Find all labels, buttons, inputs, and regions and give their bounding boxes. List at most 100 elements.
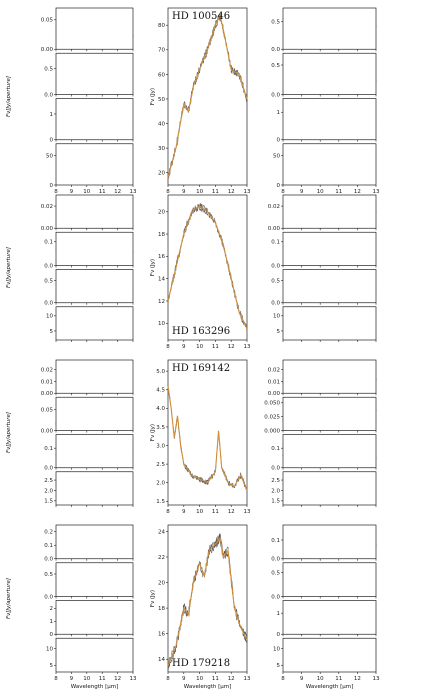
y-tick-label: 0.0 <box>271 301 280 307</box>
left-y-axis-label: Fν[Jy/aperture] <box>6 578 12 619</box>
center-panel-frame <box>167 7 248 186</box>
panel-frame <box>55 231 134 266</box>
x-tick-label: 9 <box>70 189 74 195</box>
x-tick-label: 13 <box>244 509 251 515</box>
y-tick-label: 18 <box>158 232 165 238</box>
x-tick-label: 9 <box>182 509 186 515</box>
y-tick-label: 3.0 <box>156 443 165 449</box>
x-tick-label: 8 <box>166 344 170 350</box>
panel-frame <box>55 359 134 394</box>
panel-frame <box>55 194 134 229</box>
y-tick-label: 0.02 <box>41 204 53 210</box>
y-tick-label: 10 <box>46 314 53 320</box>
y-tick-label: 0.050 <box>264 401 280 407</box>
x-axis-label: Wavelength [µm] <box>184 684 232 690</box>
y-tick-label: 0.00 <box>41 226 54 232</box>
panel-frame <box>282 471 377 506</box>
y-tick-label: 1 <box>277 611 281 617</box>
y-tick-label: 50 <box>273 153 280 159</box>
panel-frame <box>282 98 377 141</box>
y-tick-label: 5 <box>277 329 281 335</box>
y-tick-label: 0 <box>277 632 281 638</box>
y-tick-label: 0.0 <box>44 557 53 563</box>
y-tick-label: 0.00 <box>41 428 54 434</box>
y-tick-label: 24 <box>158 529 165 535</box>
y-tick-label: 0.01 <box>41 379 53 385</box>
panel-frame <box>55 524 134 560</box>
panel-frame <box>282 269 377 304</box>
y-tick-label: 4.0 <box>156 406 165 412</box>
panel-frame <box>282 562 377 597</box>
y-tick-label: 2.0 <box>271 488 280 494</box>
x-tick-label: 8 <box>166 676 170 682</box>
panel-frame <box>55 396 134 431</box>
x-tick-label: 11 <box>99 189 106 195</box>
y-tick-label: 2.0 <box>44 488 53 494</box>
y-tick-label: 0.0 <box>44 466 53 472</box>
y-tick-label: 0.025 <box>264 415 280 421</box>
x-tick-label: 8 <box>54 676 58 682</box>
x-tick-label: 10 <box>196 189 203 195</box>
panel-frame <box>282 231 377 266</box>
y-tick-label: 0.5 <box>271 63 280 69</box>
model-spectrum-line <box>167 205 248 330</box>
y-tick-label: 0.1 <box>271 240 280 246</box>
x-tick-label: 9 <box>182 189 186 195</box>
y-tick-label: 0 <box>277 138 281 144</box>
center-y-axis-label: Fν (Jy) <box>150 259 156 276</box>
x-tick-label: 8 <box>281 676 285 682</box>
y-tick-label: 22 <box>158 555 165 561</box>
model-spectrum-line <box>167 385 248 491</box>
y-tick-label: 2.5 <box>156 462 165 468</box>
x-tick-label: 10 <box>317 676 324 682</box>
y-tick-label: 2 <box>50 606 54 612</box>
panel-frame <box>282 194 377 229</box>
y-tick-label: 0.1 <box>44 543 53 549</box>
x-tick-label: 11 <box>99 676 106 682</box>
y-tick-label: 0.1 <box>271 446 280 452</box>
x-tick-label: 8 <box>281 189 285 195</box>
x-tick-label: 9 <box>300 676 304 682</box>
x-tick-label: 13 <box>244 344 251 350</box>
x-tick-label: 8 <box>166 509 170 515</box>
y-tick-label: 4.5 <box>156 388 165 394</box>
x-tick-label: 12 <box>228 344 235 350</box>
panel-frame <box>55 98 134 141</box>
y-tick-label: 0 <box>50 138 54 144</box>
y-tick-label: 2.5 <box>44 478 53 484</box>
panel-frame <box>282 7 377 50</box>
y-tick-label: 0 <box>277 183 281 189</box>
y-tick-label: 2.0 <box>156 481 165 487</box>
y-tick-label: 2.5 <box>271 478 280 484</box>
y-tick-label: 0.2 <box>44 530 53 536</box>
y-tick-label: 0.0 <box>44 594 53 600</box>
center-spectrum <box>167 384 248 492</box>
star-name-title: HD 179218 <box>172 658 230 669</box>
y-tick-label: 0.00 <box>41 47 54 53</box>
center-spectrum <box>167 203 248 331</box>
y-tick-label: 0 <box>50 632 54 638</box>
y-tick-label: 5 <box>50 329 54 335</box>
x-tick-label: 9 <box>70 676 74 682</box>
center-panel-frame <box>167 194 248 341</box>
x-tick-label: 12 <box>228 189 235 195</box>
y-tick-label: 0.00 <box>268 226 281 232</box>
panel-frame <box>55 52 134 95</box>
panel-frame <box>282 637 377 673</box>
x-tick-label: 11 <box>212 509 219 515</box>
y-tick-label: 0.0 <box>271 47 280 53</box>
y-tick-label: 14 <box>158 277 165 283</box>
y-tick-label: 0.05 <box>41 408 54 414</box>
x-tick-label: 13 <box>244 676 251 682</box>
panel-frame <box>55 434 134 469</box>
x-tick-label: 11 <box>212 676 219 682</box>
x-tick-label: 9 <box>300 189 304 195</box>
y-tick-label: 0.02 <box>268 367 280 373</box>
y-tick-label: 10 <box>273 646 280 652</box>
y-tick-label: 1 <box>50 112 54 118</box>
y-tick-label: 0.0 <box>271 92 280 98</box>
x-tick-label: 13 <box>373 189 380 195</box>
x-tick-label: 10 <box>196 676 203 682</box>
y-tick-label: 0.00 <box>268 391 281 397</box>
